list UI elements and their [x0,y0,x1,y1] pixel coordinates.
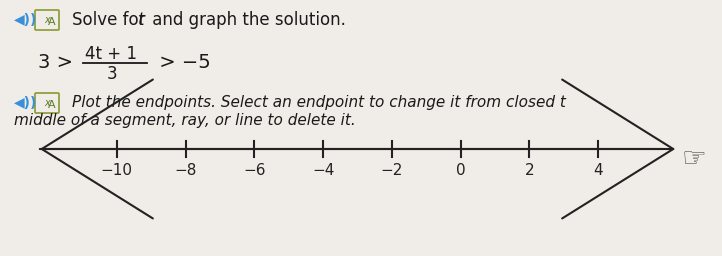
Text: middle of a segment, ray, or line to delete it.: middle of a segment, ray, or line to del… [14,113,356,129]
Text: and graph the solution.: and graph the solution. [147,11,346,29]
Text: x: x [44,15,50,25]
Text: −4: −4 [312,163,334,178]
Text: ☞: ☞ [682,145,707,173]
Text: A: A [48,100,56,110]
Text: 3: 3 [107,65,118,83]
Text: 4t + 1: 4t + 1 [85,45,137,63]
Text: > −5: > −5 [153,54,211,72]
Text: −8: −8 [175,163,197,178]
Text: −2: −2 [380,163,403,178]
Text: ◀)): ◀)) [14,13,38,27]
Text: x: x [44,98,50,108]
Text: t: t [138,11,144,29]
Text: 0: 0 [456,163,466,178]
Text: ◀)): ◀)) [14,96,38,110]
Text: Plot the endpoints. Select an endpoint to change it from closed t: Plot the endpoints. Select an endpoint t… [72,95,566,111]
Text: 4: 4 [593,163,603,178]
Text: 3 >: 3 > [38,54,73,72]
Text: A: A [48,17,56,27]
Text: −6: −6 [243,163,266,178]
Text: Solve for: Solve for [72,11,151,29]
Text: −10: −10 [101,163,133,178]
Text: 2: 2 [525,163,534,178]
